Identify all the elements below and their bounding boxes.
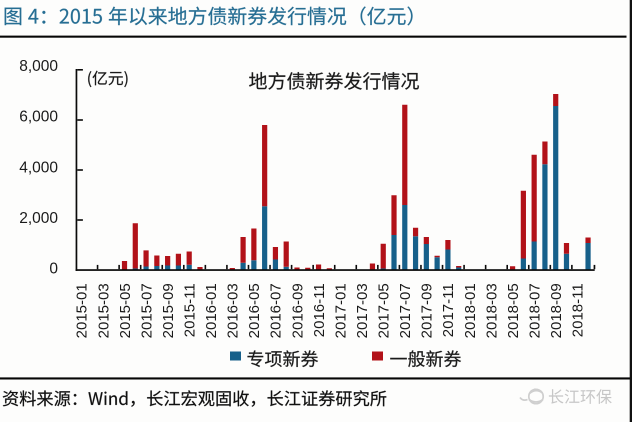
svg-text:2015-09: 2015-09 xyxy=(160,283,177,338)
svg-text:2017-09: 2017-09 xyxy=(419,283,436,338)
svg-text:6,000: 6,000 xyxy=(19,109,58,126)
svg-text:4,000: 4,000 xyxy=(19,159,58,176)
svg-text:2016-07: 2016-07 xyxy=(268,283,285,338)
svg-text:2018-03: 2018-03 xyxy=(483,283,500,338)
svg-text:2018-01: 2018-01 xyxy=(462,283,479,338)
svg-text:2015-03: 2015-03 xyxy=(95,283,112,338)
svg-text:2015-01: 2015-01 xyxy=(74,283,91,338)
svg-text:8,000: 8,000 xyxy=(19,58,58,75)
svg-text:2017-11: 2017-11 xyxy=(440,283,457,337)
svg-text:2017-03: 2017-03 xyxy=(354,283,371,338)
svg-text:2,000: 2,000 xyxy=(19,210,58,227)
svg-text:2018-11: 2018-11 xyxy=(570,283,587,337)
svg-text:2016-03: 2016-03 xyxy=(225,283,242,338)
svg-text:2018-09: 2018-09 xyxy=(548,283,565,338)
svg-text:0: 0 xyxy=(49,261,58,278)
svg-text:2016-11: 2016-11 xyxy=(311,283,328,337)
svg-text:2018-05: 2018-05 xyxy=(505,283,522,338)
svg-text:2017-05: 2017-05 xyxy=(376,283,393,338)
svg-text:2015-07: 2015-07 xyxy=(138,283,155,338)
svg-text:2017-01: 2017-01 xyxy=(332,283,349,338)
svg-text:2015-11: 2015-11 xyxy=(181,283,198,337)
svg-text:2015-05: 2015-05 xyxy=(117,283,134,338)
svg-text:2016-09: 2016-09 xyxy=(289,283,306,338)
svg-text:2017-07: 2017-07 xyxy=(397,283,414,338)
svg-text:2016-01: 2016-01 xyxy=(203,283,220,338)
svg-text:2018-07: 2018-07 xyxy=(526,283,543,338)
svg-text:2016-05: 2016-05 xyxy=(246,283,263,338)
